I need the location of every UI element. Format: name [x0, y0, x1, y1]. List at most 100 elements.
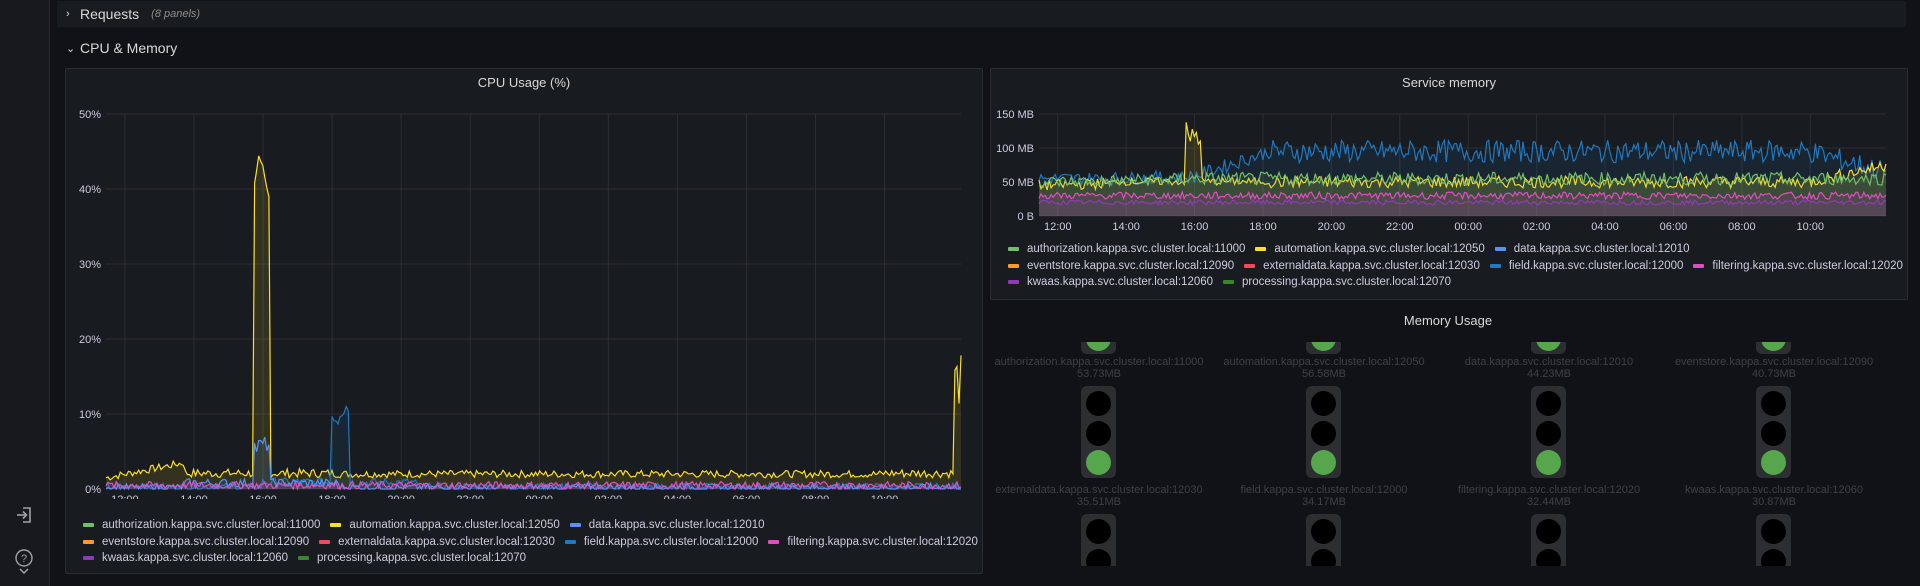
legend-item[interactable]: eventstore.kappa.svc.cluster.local:12090	[1008, 260, 1234, 272]
legend-item[interactable]: kwaas.kappa.svc.cluster.local:12060	[83, 552, 288, 564]
traffic-light	[1531, 386, 1566, 478]
memory-usage-value: 34.17MB	[1301, 496, 1347, 508]
series-line[interactable]	[1038, 170, 1887, 189]
x-tick-label: 10:00	[871, 494, 899, 499]
traffic-light	[1081, 514, 1116, 566]
memory-usage-value: 35.51MB	[1076, 496, 1122, 508]
memory-usage-name: field.kappa.svc.cluster.local:12000	[1240, 484, 1408, 496]
memory-usage-name: authorization.kappa.svc.cluster.local:11…	[994, 356, 1204, 368]
legend-swatch	[569, 523, 581, 528]
series-line[interactable]	[1038, 138, 1887, 188]
row-requests	[57, 1, 1906, 27]
sign-in-icon[interactable]	[14, 505, 34, 525]
cpu-usage-panel[interactable]: CPU Usage (%) 0% 10% 20% 30% 40% 50% 12:00 14:0…	[65, 68, 983, 574]
series-line[interactable]	[105, 155, 962, 481]
x-tick-label: 18:00	[318, 494, 346, 499]
legend-row: kwaas.kappa.svc.cluster.local:12060 proce…	[1008, 274, 1913, 291]
row-cpu-memory-header[interactable]: ⌄ CPU & Memory	[66, 37, 177, 59]
legend-label: authorization.kappa.svc.cluster.local:11…	[102, 519, 321, 532]
traffic-light	[1306, 386, 1341, 478]
legend-label: eventstore.kappa.svc.cluster.local:12090	[1027, 259, 1235, 272]
legend-swatch	[1008, 280, 1019, 285]
service-memory-legend: authorization.kappa.svc.cluster.local:11…	[1008, 241, 1913, 291]
memory-usage-name: externaldata.kappa.svc.cluster.local:120…	[995, 484, 1203, 496]
x-tick-label: 12:00	[111, 494, 139, 499]
legend-swatch	[330, 523, 342, 528]
traffic-light	[1756, 386, 1791, 478]
memory-usage-value: 44.23MB	[1526, 368, 1572, 380]
x-tick-label: 14:00	[180, 494, 208, 499]
legend-item[interactable]: filtering.kappa.svc.cluster.local:12020	[768, 536, 978, 548]
legend-row: authorization.kappa.svc.cluster.local:11…	[83, 517, 988, 534]
service-memory-chart[interactable]: 0 B 50 MB 100 MB 150 MB 12:00 14:00 16:00 18:00…	[991, 69, 1907, 245]
memory-usage-panel[interactable]: Memory Usage authorization.kappa.svc.clu…	[990, 308, 1906, 566]
lamp	[1536, 421, 1561, 446]
legend-swatch	[83, 539, 94, 544]
green-lamp	[1086, 342, 1111, 351]
lamp	[1086, 549, 1111, 566]
row-requests-header[interactable]: › Requests (8 panels)	[66, 3, 200, 25]
legend-item[interactable]: automation.kappa.svc.cluster.local:12050	[330, 519, 560, 531]
chevron-down-icon[interactable]	[14, 566, 34, 578]
memory-usage-value: 32.44MB	[1526, 496, 1572, 508]
series-line[interactable]	[105, 479, 962, 492]
cpu-usage-chart[interactable]: 0% 10% 20% 30% 40% 50% 12:00 14:00 16:00 18:00 20:…	[66, 69, 982, 499]
legend-item[interactable]: processing.kappa.svc.cluster.local:12070	[1223, 276, 1451, 288]
legend-row: eventstore.kappa.svc.cluster.local:12090…	[83, 534, 988, 551]
series-area	[1039, 172, 1886, 216]
help-icon[interactable]: ?	[14, 548, 34, 568]
x-tick-label: 08:00	[1728, 221, 1756, 233]
x-tick-label: 14:00	[1112, 221, 1140, 233]
x-tick-label: 10:00	[1796, 221, 1824, 233]
y-tick-label: 30%	[79, 259, 101, 271]
legend-label: field.kappa.svc.cluster.local:12000	[1508, 259, 1684, 272]
legend-item[interactable]: kwaas.kappa.svc.cluster.local:12060	[1008, 276, 1213, 288]
legend-label: kwaas.kappa.svc.cluster.local:12060	[1027, 276, 1214, 289]
memory-usage-value: 53.73MB	[1076, 368, 1122, 380]
y-tick-label: 10%	[79, 409, 101, 421]
x-tick-label: 16:00	[249, 494, 277, 499]
service-memory-panel[interactable]: Service memory 0 B 50 MB 100 MB 150 MB 12:00…	[990, 68, 1908, 300]
legend-row: eventstore.kappa.svc.cluster.local:12090…	[1008, 258, 1913, 275]
series-line[interactable]	[1038, 198, 1887, 207]
series-area	[106, 155, 961, 490]
legend-label: processing.kappa.svc.cluster.local:12070	[1242, 276, 1452, 289]
y-tick-label: 0 B	[1017, 211, 1034, 223]
lamp	[1536, 391, 1561, 416]
legend-item[interactable]: eventstore.kappa.svc.cluster.local:12090	[83, 536, 309, 548]
lamp	[1536, 519, 1561, 544]
memory-usage-name: automation.kappa.svc.cluster.local:12050	[1223, 356, 1425, 368]
legend-item[interactable]: processing.kappa.svc.cluster.local:12070	[298, 552, 526, 564]
lamp	[1311, 549, 1336, 566]
legend-item[interactable]: authorization.kappa.svc.cluster.local:11…	[83, 519, 320, 531]
lamp	[1311, 391, 1336, 416]
cpu-usage-legend: authorization.kappa.svc.cluster.local:11…	[83, 517, 988, 567]
legend-row: authorization.kappa.svc.cluster.local:11…	[1008, 241, 1913, 258]
legend-item[interactable]: field.kappa.svc.cluster.local:12000	[1489, 259, 1684, 272]
legend-item[interactable]: externaldata.kappa.svc.cluster.local:120…	[1244, 260, 1480, 272]
memory-usage-item: data.kappa.svc.cluster.local:12010 44.23M…	[1444, 356, 1654, 380]
legend-item[interactable]: data.kappa.svc.cluster.local:12010	[569, 519, 765, 532]
lamp	[1311, 421, 1336, 446]
x-tick-label: 06:00	[733, 494, 761, 499]
green-lamp	[1761, 450, 1786, 475]
legend-item[interactable]: field.kappa.svc.cluster.local:12000	[564, 536, 758, 548]
lamp	[1536, 549, 1561, 566]
legend-label: data.kappa.svc.cluster.local:12010	[588, 519, 765, 532]
legend-swatch	[1244, 263, 1256, 268]
legend-item[interactable]: authorization.kappa.svc.cluster.local:11…	[1008, 243, 1245, 255]
memory-usage-title: Memory Usage	[1403, 313, 1493, 328]
memory-usage-value: 30.87MB	[1751, 496, 1797, 508]
x-tick-label: 04:00	[664, 494, 692, 499]
traffic-light	[1081, 386, 1116, 478]
legend-swatch	[83, 523, 94, 528]
legend-item[interactable]: filtering.kappa.svc.cluster.local:12020	[1693, 260, 1903, 272]
legend-item[interactable]: automation.kappa.svc.cluster.local:12050	[1255, 243, 1485, 255]
x-tick-label: 22:00	[456, 494, 484, 499]
x-tick-label: 02:00	[595, 494, 623, 499]
x-tick-label: 00:00	[525, 494, 553, 499]
legend-item[interactable]: data.kappa.svc.cluster.local:12010	[1494, 243, 1690, 255]
legend-item[interactable]: externaldata.kappa.svc.cluster.local:120…	[319, 536, 555, 548]
x-tick-label: 02:00	[1523, 221, 1551, 233]
series-line[interactable]	[1038, 190, 1887, 201]
